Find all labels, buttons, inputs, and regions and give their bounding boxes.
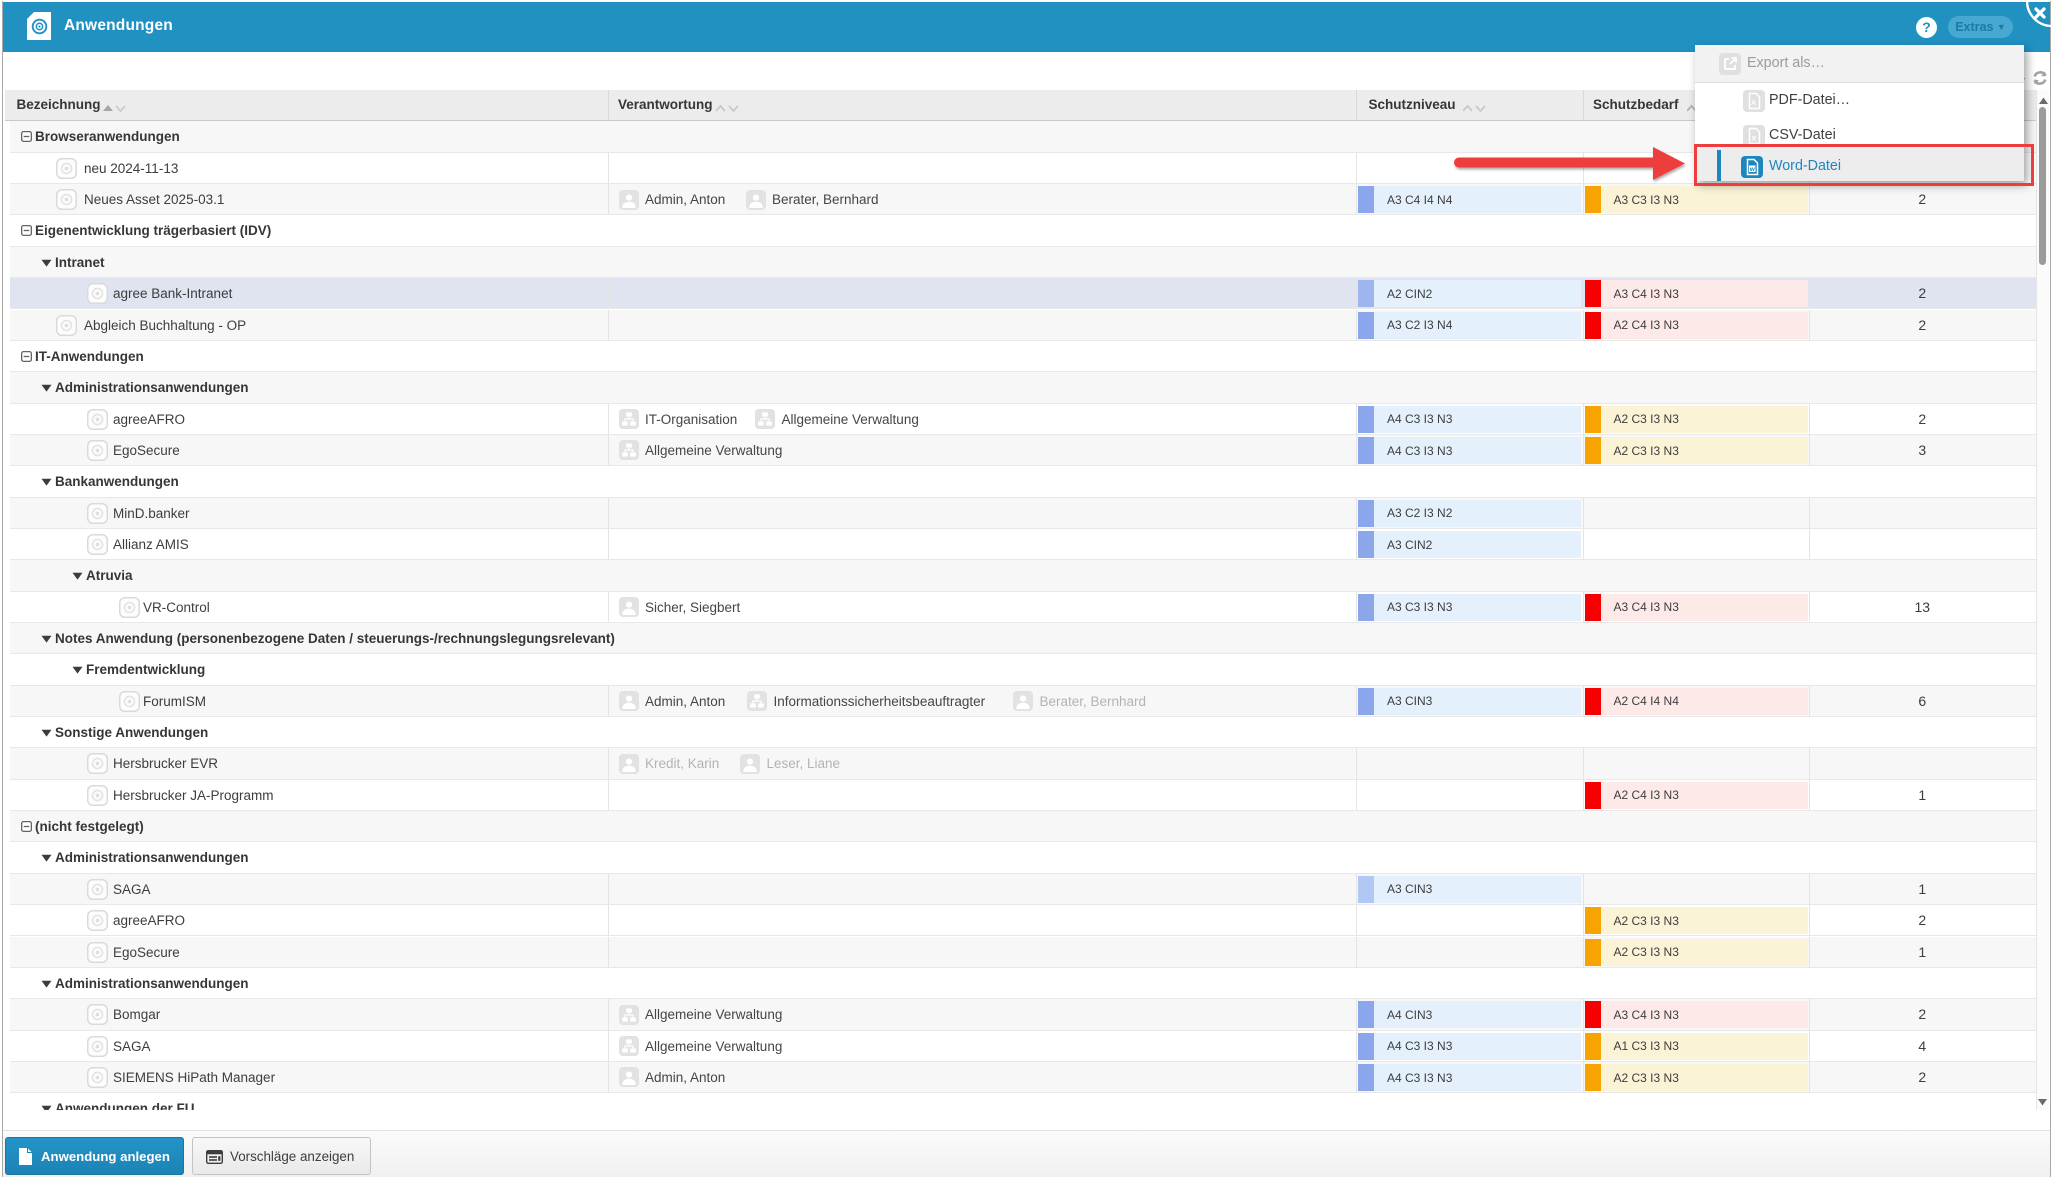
svg-text:A: A <box>1751 100 1756 107</box>
svg-text:x: x <box>1752 133 1757 142</box>
svg-text:w: w <box>1749 166 1756 173</box>
